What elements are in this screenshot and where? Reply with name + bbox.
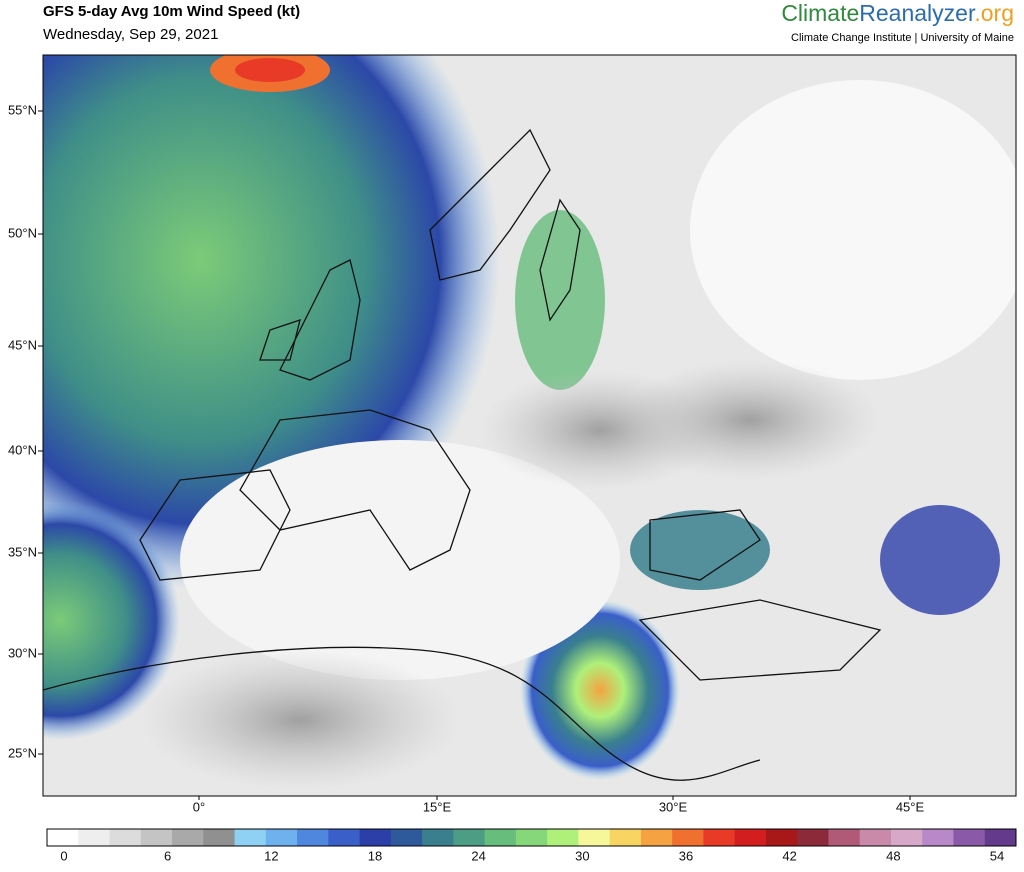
colorbar-label: 42 <box>782 848 796 863</box>
colorbar-label: 48 <box>886 848 900 863</box>
lon-label: 15°E <box>423 799 452 814</box>
colorbar-swatch <box>297 829 329 846</box>
colorbar-swatch <box>359 829 392 846</box>
brand-part: .org <box>974 0 1014 26</box>
colorbar-swatch <box>609 829 642 846</box>
axis-labels: 55°N 50°N 45°N 40°N 35°N 30°N 25°N 0° 15°E 30°E 45… <box>8 102 925 814</box>
colorbar-swatch <box>453 829 486 846</box>
lat-label: 50°N <box>8 225 37 240</box>
colorbar-swatch <box>328 829 361 846</box>
colorbar-swatch <box>109 829 142 846</box>
colorbar-swatch <box>640 829 673 846</box>
colorbar-swatch <box>515 829 548 846</box>
colorbar-label: 0 <box>60 848 67 863</box>
colorbar-swatch <box>734 829 767 846</box>
colorbar-swatch <box>234 829 267 846</box>
colorbar-swatch <box>828 829 861 846</box>
colorbar-swatch <box>984 829 1017 846</box>
colorbar-swatch <box>547 829 579 846</box>
map-frame <box>42 54 1017 797</box>
lat-label: 30°N <box>8 645 37 660</box>
colorbar-swatch <box>172 829 204 846</box>
colorbar-swatch <box>703 829 736 846</box>
colorbar-label: 54 <box>990 848 1004 863</box>
colorbar-swatch <box>484 829 517 846</box>
lat-label: 40°N <box>8 442 37 457</box>
colorbar-frame <box>46 828 1017 847</box>
institute: Climate Change Institute | University of… <box>791 32 1014 44</box>
colorbar-swatch <box>953 829 986 846</box>
colorbar-label: 24 <box>471 848 485 863</box>
colorbar-swatch <box>203 829 236 846</box>
brand: ClimateReanalyzer.org <box>781 0 1014 26</box>
colorbar-swatch <box>390 829 423 846</box>
colorbar: 0 6 12 18 24 30 36 42 48 54 <box>46 828 1017 863</box>
map-field <box>43 55 1016 796</box>
subtitle: Wednesday, Sep 29, 2021 <box>43 26 218 43</box>
colorbar-label: 12 <box>264 848 278 863</box>
colorbar-swatch <box>922 829 954 846</box>
lon-label: 30°E <box>659 799 688 814</box>
lat-label: 45°N <box>8 337 37 352</box>
colorbar-swatch <box>890 829 923 846</box>
lon-label: 0° <box>193 799 205 814</box>
colorbar-swatch <box>422 829 454 846</box>
lat-label: 25°N <box>8 745 37 760</box>
lat-label: 55°N <box>8 102 37 117</box>
colorbar-swatch <box>265 829 298 846</box>
colorbar-label: 30 <box>575 848 589 863</box>
colorbar-swatch <box>765 829 798 846</box>
lat-label: 35°N <box>8 544 37 559</box>
colorbar-swatch <box>78 829 111 846</box>
brand-part: Climate <box>781 0 859 26</box>
colorbar-swatch <box>859 829 892 846</box>
colorbar-swatch <box>140 829 173 846</box>
colorbar-label: 36 <box>679 848 693 863</box>
colorbar-label: 18 <box>368 848 382 863</box>
colorbar-swatch <box>47 829 79 846</box>
title: GFS 5-day Avg 10m Wind Speed (kt) <box>43 3 300 20</box>
brand-part: Reanalyzer <box>859 0 976 26</box>
lon-label: 45°E <box>896 799 925 814</box>
colorbar-label: 6 <box>164 848 171 863</box>
colorbar-swatch <box>578 829 611 846</box>
colorbar-swatch <box>797 829 829 846</box>
colorbar-swatch <box>672 829 704 846</box>
